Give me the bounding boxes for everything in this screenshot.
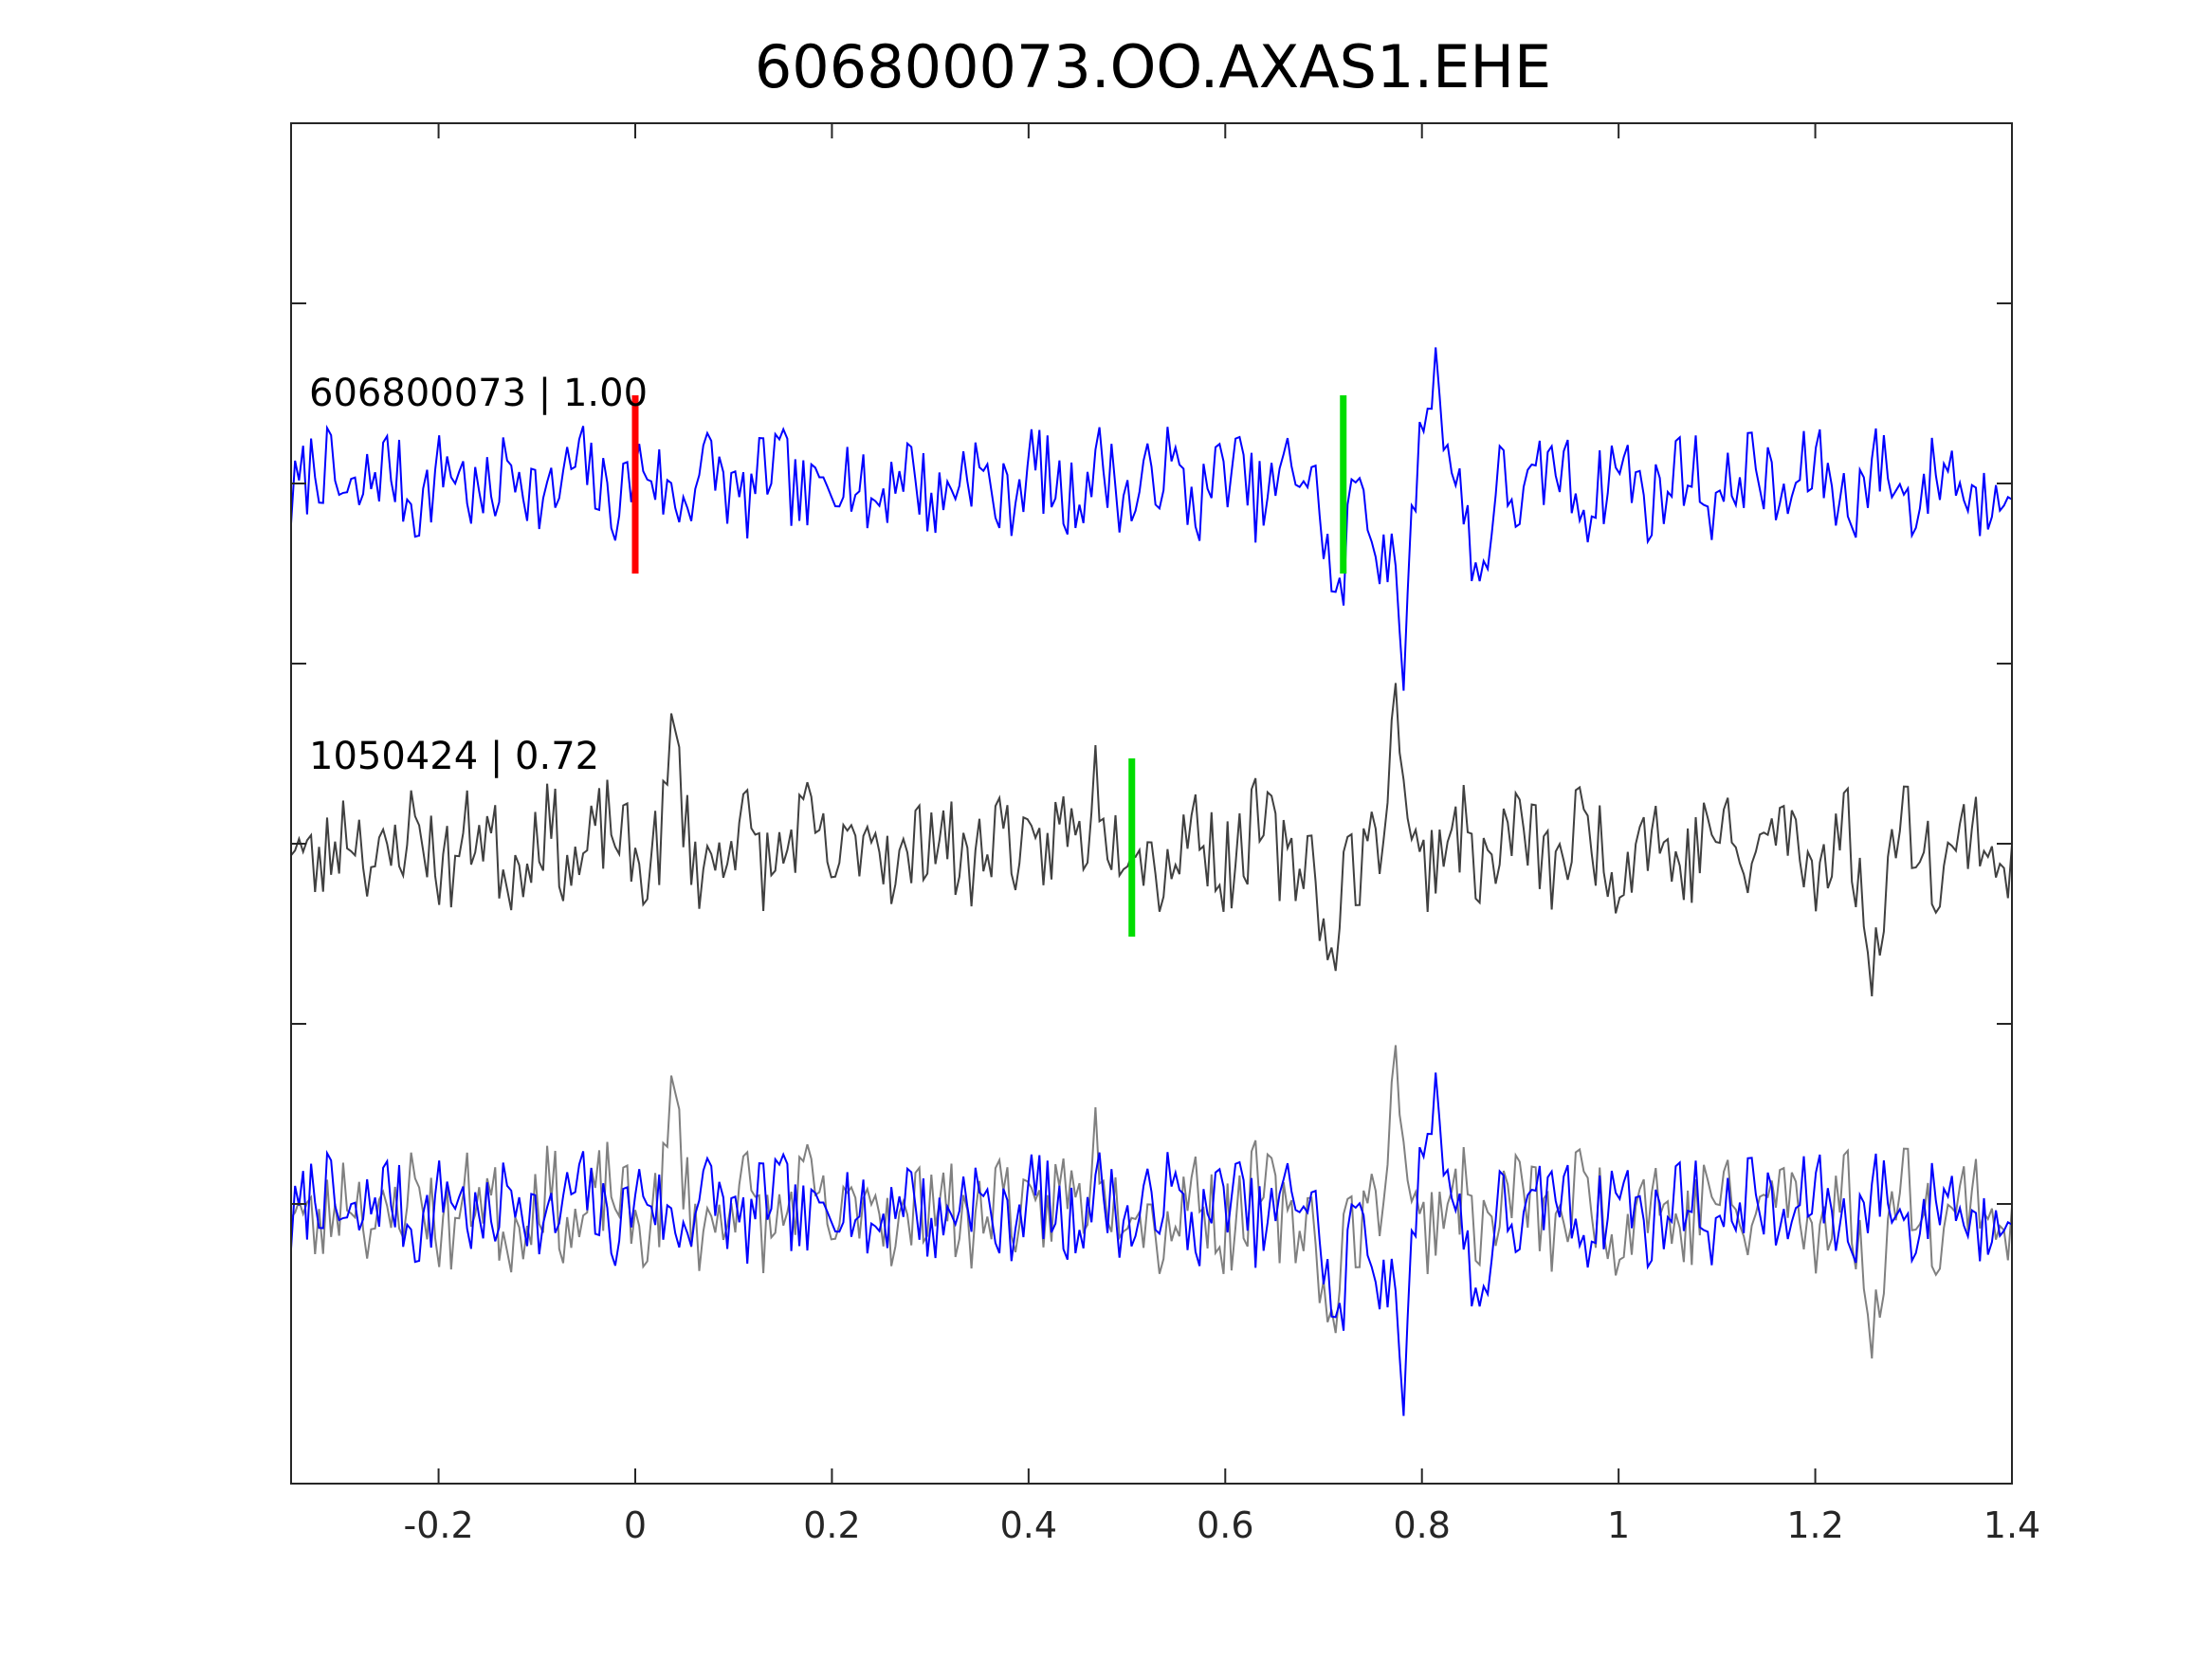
x-tick-label: 0.4 bbox=[1000, 1504, 1057, 1546]
overlay-template-trace bbox=[290, 1072, 2013, 1416]
axes-box bbox=[290, 122, 2013, 1485]
x-tick-label: -0.2 bbox=[403, 1504, 473, 1546]
x-tick-label: 1 bbox=[1607, 1504, 1630, 1546]
x-tick-label: 0 bbox=[624, 1504, 647, 1546]
x-tick-label: 0.6 bbox=[1197, 1504, 1253, 1546]
trace-label: 606800073 | 1.00 bbox=[309, 372, 648, 415]
x-tick-label: 1.4 bbox=[1983, 1504, 2040, 1546]
template-trace bbox=[290, 347, 2013, 691]
x-tick-label: 1.2 bbox=[1786, 1504, 1843, 1546]
axis-ticks: -0.2 0 0.2 0.4 0.6 0.8 1 1.2 1.4 bbox=[291, 123, 2040, 1546]
x-tick-label: 0.8 bbox=[1393, 1504, 1450, 1546]
detection-trace bbox=[290, 683, 2013, 996]
plot-area: 606800073 | 1.00 1050424 | 0.72 bbox=[290, 347, 2013, 1416]
x-tick-label: 0.2 bbox=[803, 1504, 860, 1546]
chart-title: 606800073.OO.AXAS1.EHE bbox=[755, 32, 1551, 101]
overlay-detection-trace bbox=[290, 1045, 2013, 1358]
trace-label: 1050424 | 0.72 bbox=[309, 735, 599, 778]
